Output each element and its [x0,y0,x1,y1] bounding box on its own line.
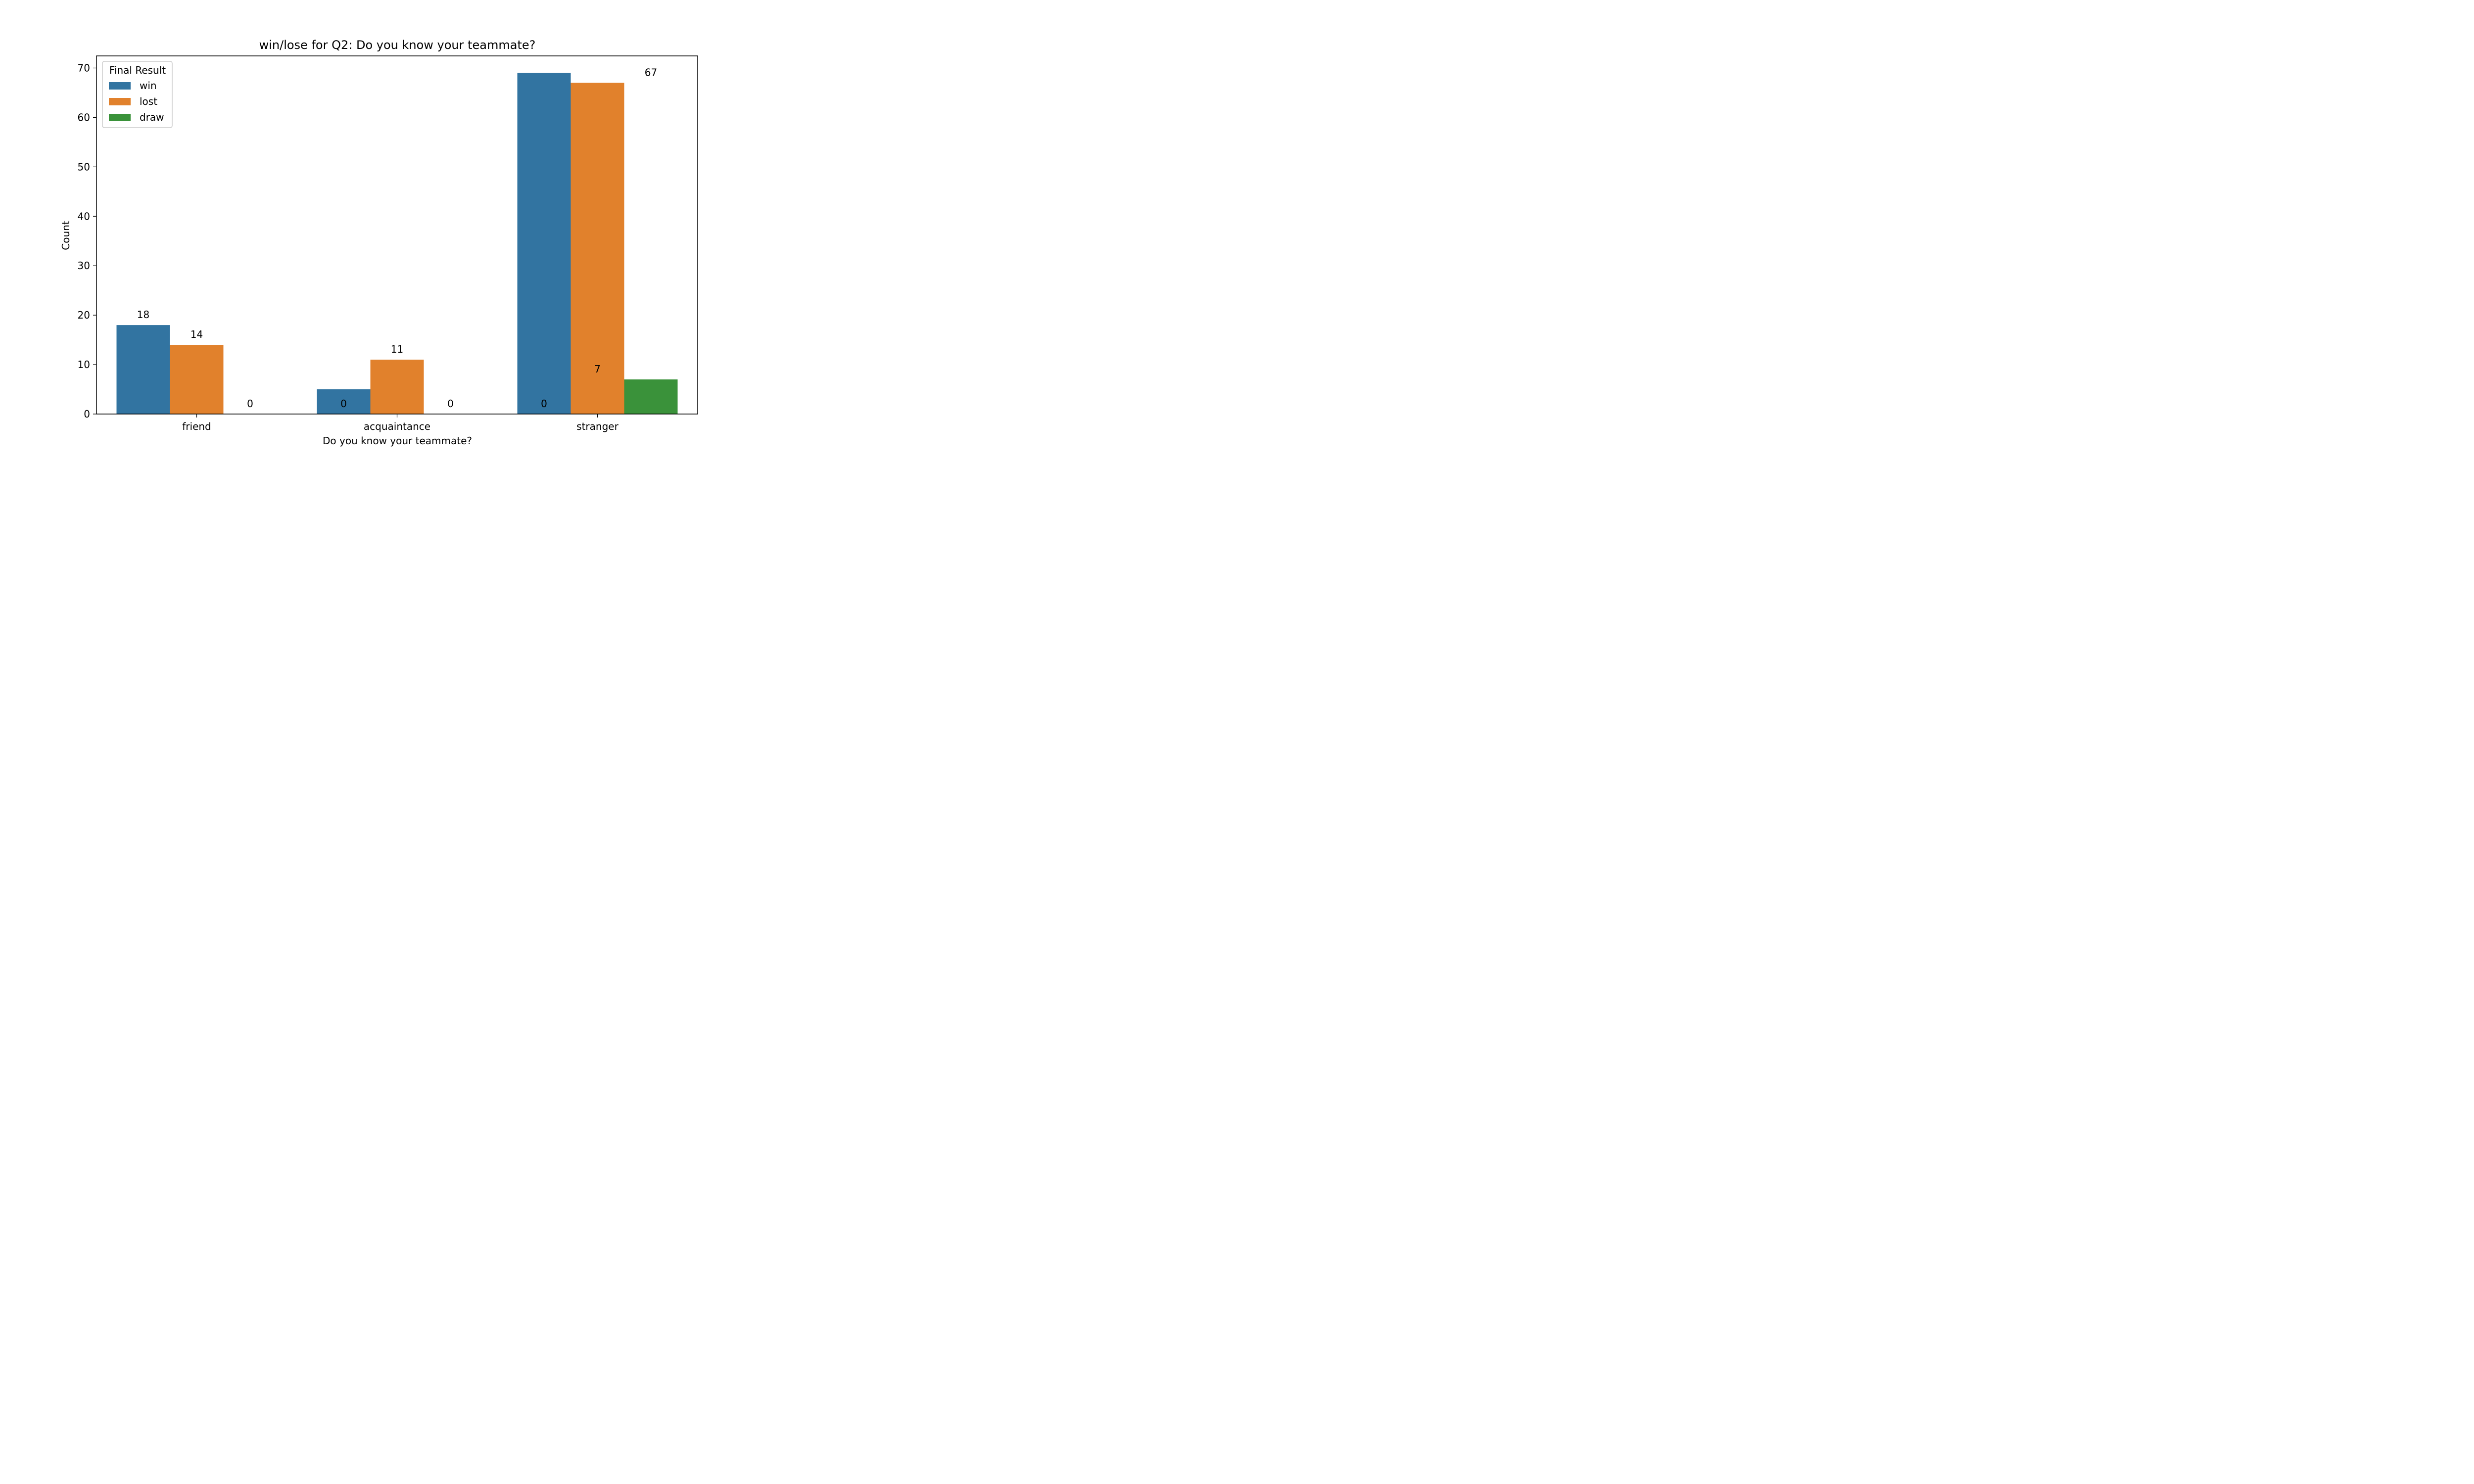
y-tick-label: 40 [78,210,90,222]
data-labels-layer: 18 0 0 14 11 7 0 0 67 [137,66,657,410]
legend-label-lost: lost [140,95,157,107]
data-label-win-stranger: 0 [541,398,547,410]
y-tick-label: 70 [78,62,90,74]
legend-swatch-draw [109,114,131,121]
y-tick-label: 10 [78,359,90,371]
legend-swatch-win [109,82,131,90]
bar-lost-acquaintance [370,360,424,414]
data-label-lost-stranger: 7 [594,363,601,375]
x-tick-label-friend: friend [182,420,211,432]
bar-win-friend [116,325,170,414]
bar-win-acquaintance [317,389,371,414]
bar-win-stranger [517,73,571,415]
legend-items: win lost draw [109,80,164,123]
data-label-lost-acquaintance: 11 [391,343,403,355]
data-label-win-friend: 18 [137,309,149,321]
chart-title: win/lose for Q2: Do you know your teamma… [259,38,536,52]
bar-lost-friend [170,345,224,414]
data-label-lost-friend: 14 [190,328,203,340]
y-tick-label: 20 [78,309,90,321]
x-axis-title: Do you know your teammate? [323,435,472,447]
x-tick-label-acquaintance: acquaintance [364,420,430,432]
chart-svg: win/lose for Q2: Do you know your teamma… [60,38,698,447]
legend-label-win: win [140,80,157,92]
y-tick-label: 30 [78,260,90,272]
y-tick-label: 50 [78,161,90,173]
y-axis: 0 10 20 30 40 50 60 70 [78,62,96,420]
y-axis-title: Count [60,221,72,250]
data-label-draw-acquaintance: 0 [447,398,454,410]
bar-lost-stranger [571,83,624,414]
data-label-draw-friend: 0 [247,398,253,410]
chart: win/lose for Q2: Do you know your teamma… [0,0,765,459]
data-label-draw-stranger: 67 [645,66,657,78]
legend-label-draw: draw [140,111,164,123]
bars-layer [116,73,678,415]
legend: Final Result win lost draw [102,61,173,128]
bar-draw-stranger [624,379,678,414]
x-axis: friend acquaintance stranger [182,414,619,432]
legend-swatch-lost [109,98,131,105]
y-tick-label: 0 [84,408,90,420]
legend-box [102,61,173,128]
x-tick-label-stranger: stranger [576,420,618,432]
y-tick-label: 60 [78,111,90,123]
legend-title: Final Result [109,64,166,76]
data-label-win-acquaintance: 0 [340,398,347,410]
